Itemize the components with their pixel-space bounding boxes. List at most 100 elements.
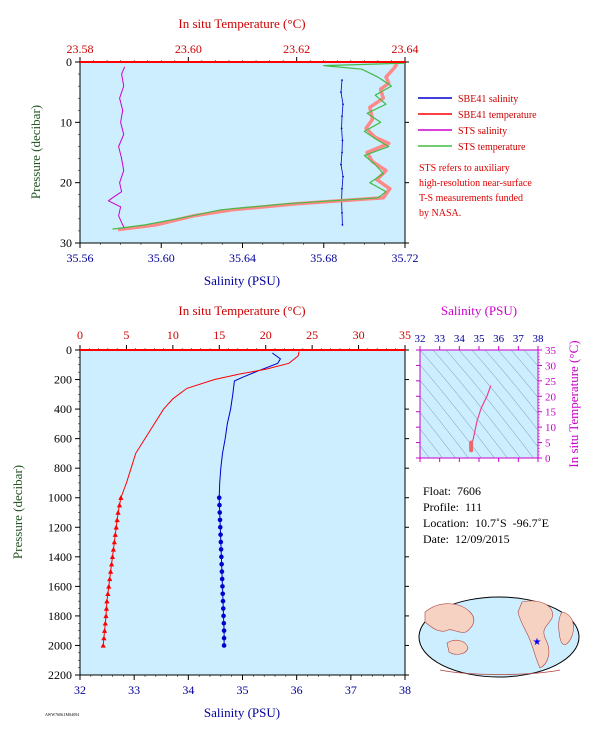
density-contour bbox=[420, 350, 508, 458]
legend-label: STS salinity bbox=[458, 126, 507, 137]
y-tick-label: 20 bbox=[60, 176, 72, 190]
map-land-africa bbox=[558, 611, 574, 645]
y-tick-label: 1600 bbox=[48, 579, 72, 593]
ts-diagram-chart: 32 33 34 35 36 37 38 0 5 10 15 20 25 30 35 Salinity (P… bbox=[415, 303, 582, 468]
temperature-marker bbox=[108, 561, 115, 567]
bottom-tick-label: 37 bbox=[345, 683, 357, 697]
salinity-marker bbox=[216, 495, 222, 501]
sbe41-salinity-point bbox=[342, 175, 344, 178]
ts-ticks: 32 33 34 35 36 37 38 0 5 10 15 20 25 30 35 bbox=[415, 333, 557, 465]
sbe41-salinity-point bbox=[341, 211, 343, 214]
salinity-marker bbox=[217, 524, 223, 530]
near-surface-chart: 35.56 35.60 35.64 35.68 35.72 23.58 23.60 23.62… bbox=[28, 16, 419, 288]
bottom-tick-label: 35 bbox=[237, 683, 249, 697]
y-tick-label: 2200 bbox=[48, 668, 72, 682]
salinity-marker bbox=[220, 598, 226, 604]
bottom-tick-label: 36 bbox=[291, 683, 303, 697]
full-profile-top-axis-label: In situ Temperature (°C) bbox=[178, 303, 305, 318]
temperature-marker bbox=[103, 613, 109, 619]
temperature-marker bbox=[105, 591, 111, 596]
sts-note: STS refers to auxiliary high-resolution … bbox=[419, 161, 599, 221]
near-surface-plot-area bbox=[79, 61, 406, 244]
legend-label: SBE41 temperature bbox=[458, 110, 537, 121]
float-id: Float: 7606 bbox=[423, 484, 482, 498]
ts-right-tick-label: 15 bbox=[545, 407, 557, 419]
series-line-sbe41-temperature bbox=[117, 62, 399, 232]
note-line: by NASA. bbox=[419, 208, 462, 219]
near-surface-y-axis-label: Pressure (decibar) bbox=[28, 105, 43, 199]
y-tick-label: 800 bbox=[54, 461, 72, 475]
full-profile-ticks: 32 33 34 35 36 37 38 0 5 10 15 20 25 30 35 0 200 400 600 80… bbox=[48, 328, 411, 697]
ts-top-tick-label: 32 bbox=[415, 333, 426, 345]
full-profile-bottom-axis-label: Salinity (PSU) bbox=[204, 705, 280, 720]
density-contour bbox=[458, 350, 538, 448]
full-profile-y-axis-label: Pressure (decibar) bbox=[10, 465, 25, 559]
temperature-marker bbox=[107, 576, 113, 582]
bottom-tick-label: 35.60 bbox=[148, 251, 175, 265]
bottom-tick-label: 35.64 bbox=[229, 251, 256, 265]
density-contour bbox=[420, 428, 443, 458]
sbe41-salinity-point bbox=[341, 79, 343, 81]
date: Date: 12/09/2015 bbox=[423, 532, 510, 546]
temperature-marker bbox=[104, 598, 110, 604]
ts-right-tick-label: 10 bbox=[545, 422, 557, 434]
ts-right-tick-label: 30 bbox=[545, 360, 557, 372]
density-contour bbox=[497, 350, 538, 398]
ts-top-tick-label: 34 bbox=[454, 333, 466, 345]
density-contour bbox=[420, 395, 469, 458]
sbe41-salinity-point bbox=[341, 139, 344, 142]
top-tick-label: 0 bbox=[77, 328, 83, 342]
ts-top-tick-label: 35 bbox=[474, 333, 486, 345]
ts-right-axis-label: In situ Temperature (°C) bbox=[566, 340, 581, 467]
salinity-marker bbox=[217, 517, 223, 523]
y-tick-label: 1400 bbox=[48, 550, 72, 564]
full-profile-series bbox=[100, 351, 300, 648]
temperature-marker bbox=[106, 583, 112, 589]
temperature-marker bbox=[118, 495, 124, 500]
top-tick-label: 30 bbox=[353, 328, 365, 342]
legend-label: STS temperature bbox=[458, 142, 526, 153]
series-line-sts-temperature bbox=[112, 62, 406, 230]
ts-right-tick-label: 25 bbox=[545, 376, 557, 388]
salinity-marker bbox=[218, 547, 224, 552]
salinity-marker bbox=[220, 584, 225, 589]
ts-point bbox=[469, 440, 474, 445]
top-tick-label: 15 bbox=[213, 328, 225, 342]
density-contour bbox=[523, 350, 538, 367]
density-contour bbox=[420, 364, 495, 458]
map-land-antarctica bbox=[439, 669, 561, 675]
y-tick-label: 2000 bbox=[48, 638, 72, 652]
ts-top-tick-label: 33 bbox=[434, 333, 446, 345]
sbe41-salinity-point bbox=[342, 103, 344, 106]
salinity-marker bbox=[221, 620, 227, 626]
near-surface-bottom-axis-label: Salinity (PSU) bbox=[204, 273, 280, 288]
note-line: T-S measurements funded bbox=[419, 193, 524, 204]
near-surface-series bbox=[107, 62, 406, 232]
density-contour bbox=[445, 350, 534, 458]
bottom-tick-label: 34 bbox=[182, 683, 194, 697]
ts-plot-area bbox=[419, 349, 539, 459]
density-contour bbox=[484, 350, 538, 414]
top-tick-label: 23.62 bbox=[283, 42, 310, 56]
sbe41-salinity-point bbox=[340, 91, 342, 94]
density-contour bbox=[420, 412, 456, 458]
salinity-marker bbox=[217, 502, 222, 508]
bottom-tick-label: 33 bbox=[128, 683, 140, 697]
top-tick-label: 23.58 bbox=[67, 42, 94, 56]
top-tick-label: 20 bbox=[260, 328, 272, 342]
temperature-marker bbox=[109, 554, 116, 560]
density-contour bbox=[432, 350, 521, 458]
salinity-marker bbox=[220, 606, 226, 611]
y-tick-label: 0 bbox=[66, 55, 72, 69]
temperature-marker bbox=[103, 605, 110, 611]
y-tick-label: 400 bbox=[54, 402, 72, 416]
top-tick-label: 10 bbox=[167, 328, 179, 342]
salinity-marker bbox=[219, 569, 225, 574]
ts-top-tick-label: 38 bbox=[533, 333, 545, 345]
sbe41-salinity-point bbox=[341, 151, 343, 154]
bottom-tick-label: 35.68 bbox=[310, 251, 337, 265]
full-profile-plot-area bbox=[79, 349, 406, 676]
bottom-tick-label: 32 bbox=[74, 683, 86, 697]
float-location-star-icon: ★ bbox=[533, 637, 542, 648]
ts-right-tick-label: 20 bbox=[545, 391, 557, 403]
